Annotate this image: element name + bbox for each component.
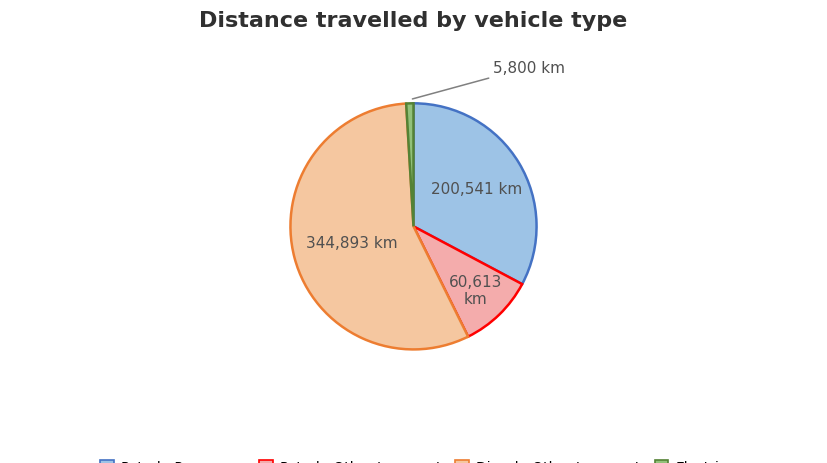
Wedge shape [290,104,468,350]
Text: 200,541 km: 200,541 km [431,181,523,196]
Wedge shape [414,104,537,284]
Legend: Petrol - Passenger, Petrol - Other transport, Diesel - Other transport, Electric: Petrol - Passenger, Petrol - Other trans… [94,455,733,463]
Text: 5,800 km: 5,800 km [413,61,565,100]
Text: 60,613
km: 60,613 km [448,274,502,307]
Text: 344,893 km: 344,893 km [306,236,398,251]
Title: Distance travelled by vehicle type: Distance travelled by vehicle type [199,11,628,31]
Wedge shape [406,104,414,227]
Wedge shape [414,227,522,337]
